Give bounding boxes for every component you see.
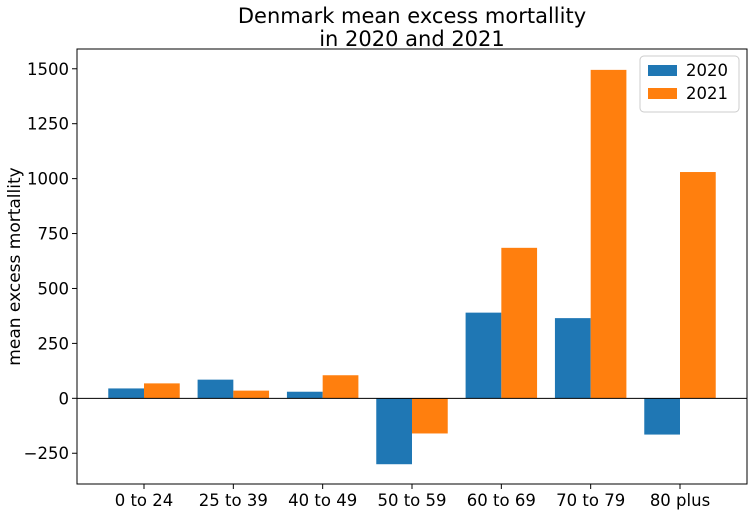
bar-2021-25-to-39 bbox=[233, 390, 270, 399]
x-tick-label: 0 to 24 bbox=[115, 491, 174, 510]
x-tick-label: 70 to 79 bbox=[556, 491, 625, 510]
bar-2021-50-to-59 bbox=[412, 398, 448, 434]
bar-2021-80-plus bbox=[680, 172, 716, 399]
y-tick-label: −250 bbox=[24, 444, 69, 463]
x-tick-label: 80 plus bbox=[650, 491, 710, 510]
bar-2021-0-to-24 bbox=[144, 383, 180, 399]
y-tick-label: 1000 bbox=[27, 170, 69, 189]
x-tick-label: 25 to 39 bbox=[199, 491, 268, 510]
y-axis: −250 0 250 500 750 1000 1250 1500 bbox=[24, 60, 77, 463]
chart-title-line-2: in 2020 and 2021 bbox=[319, 27, 505, 51]
legend-label-2021: 2021 bbox=[686, 84, 728, 103]
bar-2020-70-to-79 bbox=[554, 318, 591, 399]
bar-2020-60-to-69 bbox=[465, 312, 502, 399]
y-tick-label: 500 bbox=[38, 279, 70, 298]
legend: 2020 2021 bbox=[639, 55, 740, 113]
legend-label-2020: 2020 bbox=[686, 61, 728, 80]
bar-2020-25-to-39 bbox=[197, 379, 234, 399]
y-axis-label: mean excess mortallity bbox=[5, 167, 25, 365]
x-tick-label: 60 to 69 bbox=[467, 491, 536, 510]
y-tick-label: 1500 bbox=[27, 60, 69, 79]
bars-group bbox=[108, 69, 716, 465]
y-tick-label: 0 bbox=[59, 389, 70, 408]
bar-2020-50-to-59 bbox=[376, 398, 412, 465]
chart-title-line-1: Denmark mean excess mortallity bbox=[238, 4, 586, 28]
y-tick-label: 750 bbox=[38, 225, 70, 244]
legend-swatch-2021 bbox=[648, 88, 677, 99]
legend-swatch-2020 bbox=[648, 65, 677, 76]
bar-2021-60-to-69 bbox=[501, 247, 538, 399]
y-tick-label: 1250 bbox=[27, 115, 69, 134]
x-axis: 0 to 24 25 to 39 40 to 49 50 to 59 60 to 69 7… bbox=[115, 484, 710, 510]
y-tick-label: 250 bbox=[38, 334, 70, 353]
x-tick-label: 40 to 49 bbox=[288, 491, 357, 510]
bar-2021-70-to-79 bbox=[590, 69, 627, 399]
bar-2021-40-to-49 bbox=[322, 375, 359, 399]
bar-2020-0-to-24 bbox=[108, 388, 144, 399]
bar-2020-80-plus bbox=[644, 398, 680, 435]
x-tick-label: 50 to 59 bbox=[377, 491, 446, 510]
bar-2020-40-to-49 bbox=[286, 391, 323, 399]
